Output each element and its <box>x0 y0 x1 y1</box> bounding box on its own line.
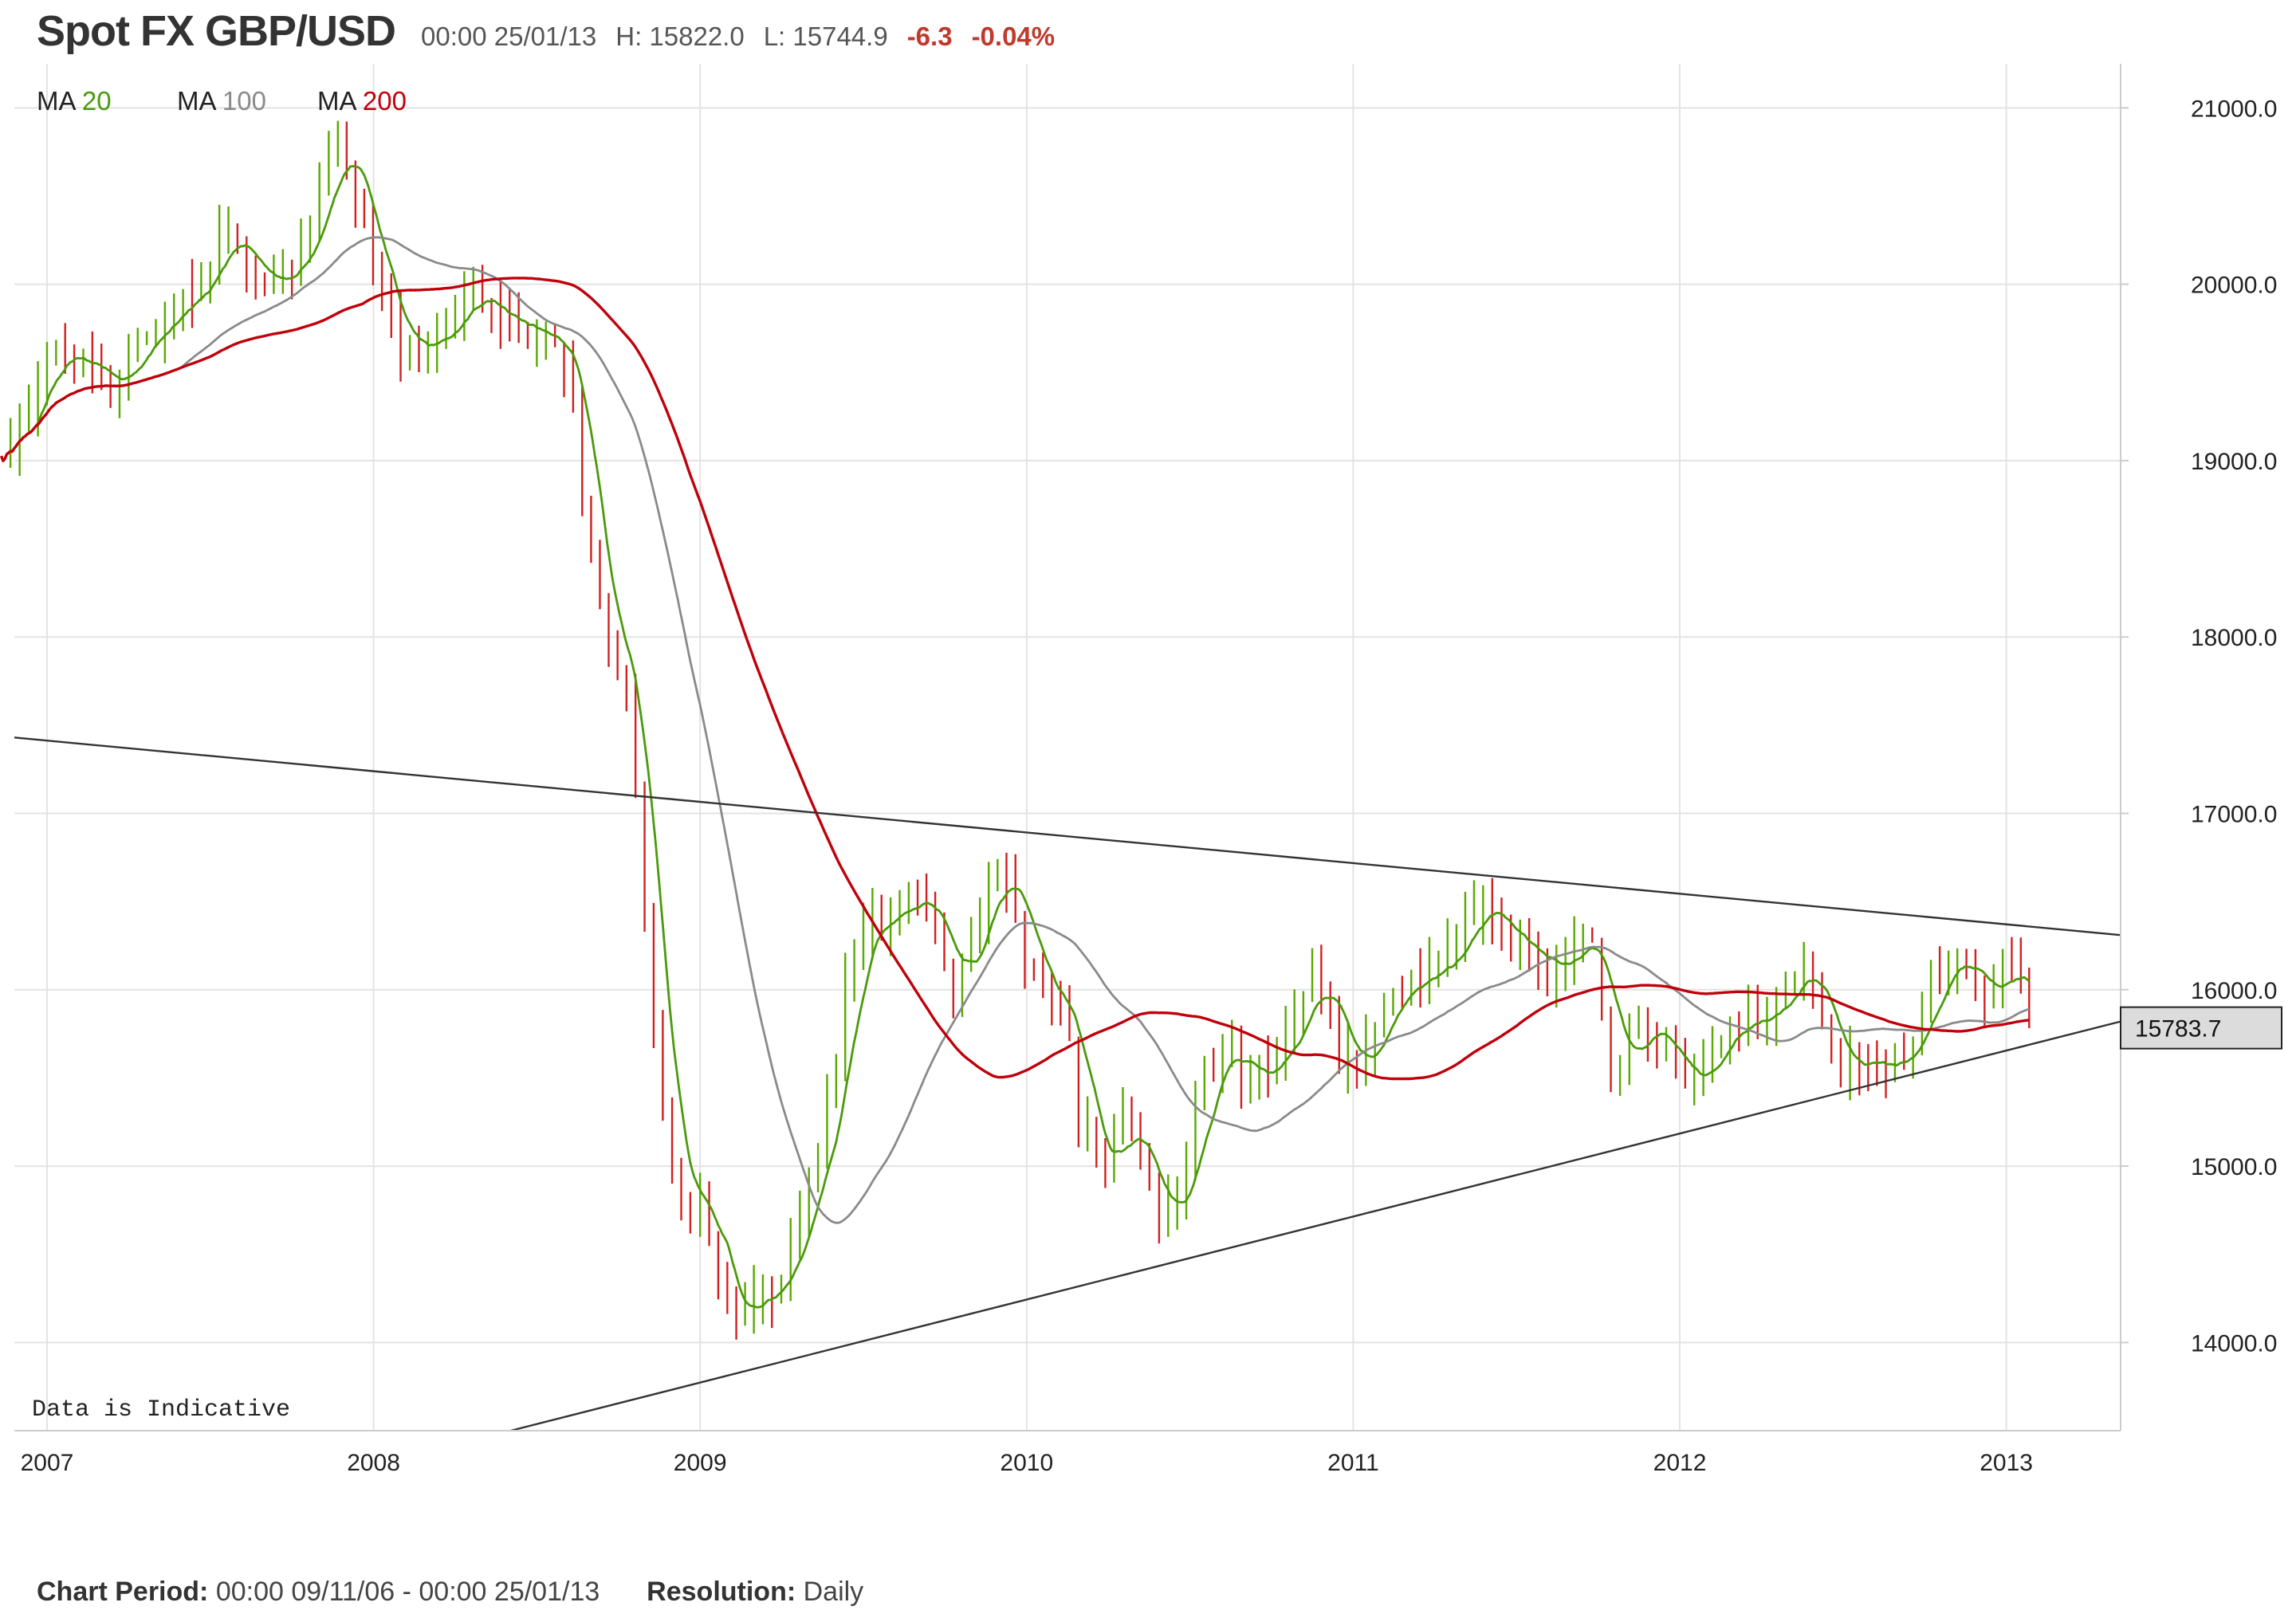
legend-ma-100: MA 100 <box>177 86 266 116</box>
legend-ma-200: MA 200 <box>317 86 407 116</box>
chart-period-value: 00:00 09/11/06 - 00:00 25/01/13 <box>215 1577 600 1607</box>
y-tick-label: 15000.0 <box>2191 1154 2277 1180</box>
trendline-upper <box>14 736 2121 937</box>
header-change: -6.3 <box>906 22 953 51</box>
chart-header: Spot FX GBP/USD 00:00 25/01/13 H: 15822.… <box>37 6 1055 70</box>
ma-line-20 <box>0 165 2031 1309</box>
chart-title: Spot FX GBP/USD <box>37 7 396 55</box>
y-tick-label: 14000.0 <box>2191 1330 2277 1357</box>
chart-period-label: Chart Period: <box>37 1577 209 1607</box>
y-tick-label: 17000.0 <box>2191 801 2277 827</box>
x-tick-label: 2009 <box>674 1450 727 1476</box>
price-box-label: 15783.7 <box>2135 1016 2221 1043</box>
x-tick-label: 2010 <box>1000 1450 1053 1476</box>
y-tick-label: 21000.0 <box>2191 96 2277 122</box>
legend-ma-20: MA 20 <box>37 86 112 116</box>
resolution-value: Daily <box>803 1577 864 1607</box>
resolution-label: Resolution: <box>647 1577 796 1607</box>
price-bars <box>9 120 2031 1340</box>
ma-line-200 <box>0 277 2030 1081</box>
x-tick-label: 2012 <box>1653 1450 1707 1476</box>
x-tick-label: 2007 <box>21 1450 74 1476</box>
chart-grid <box>14 64 2121 1431</box>
chart-footer: Chart Period: 00:00 09/11/06 - 00:00 25/… <box>37 1577 863 1608</box>
trendline-lower <box>510 1020 2121 1432</box>
y-tick-label: 18000.0 <box>2191 625 2277 651</box>
header-change-pct: -0.04% <box>971 22 1056 51</box>
header-datetime: 00:00 25/01/13 <box>421 22 597 51</box>
header-high: H: 15822.0 <box>615 22 745 51</box>
y-tick-label: 20000.0 <box>2191 273 2277 299</box>
header-low: L: 15744.9 <box>763 22 888 51</box>
current-price-box: 15783.7 <box>2120 1006 2282 1050</box>
x-tick-label: 2011 <box>1327 1450 1379 1476</box>
x-tick-label: 2008 <box>347 1450 400 1476</box>
ma-legend: MA 20 MA 100 MA 200 <box>37 86 407 116</box>
x-tick-label: 2013 <box>1980 1450 2033 1476</box>
ma-line-100 <box>0 236 2030 1224</box>
moving-average-lines <box>0 165 2031 1309</box>
chart-axes: 14000.0 15000.0 16000.0 17000.0 18000.0 19000… <box>14 64 2277 1476</box>
trendlines <box>14 736 2121 1432</box>
data-indicative-note: Data is Indicative <box>32 1396 290 1424</box>
y-tick-label: 16000.0 <box>2191 978 2277 1004</box>
y-tick-label: 19000.0 <box>2191 449 2277 475</box>
price-box-rect <box>2120 1006 2282 1050</box>
